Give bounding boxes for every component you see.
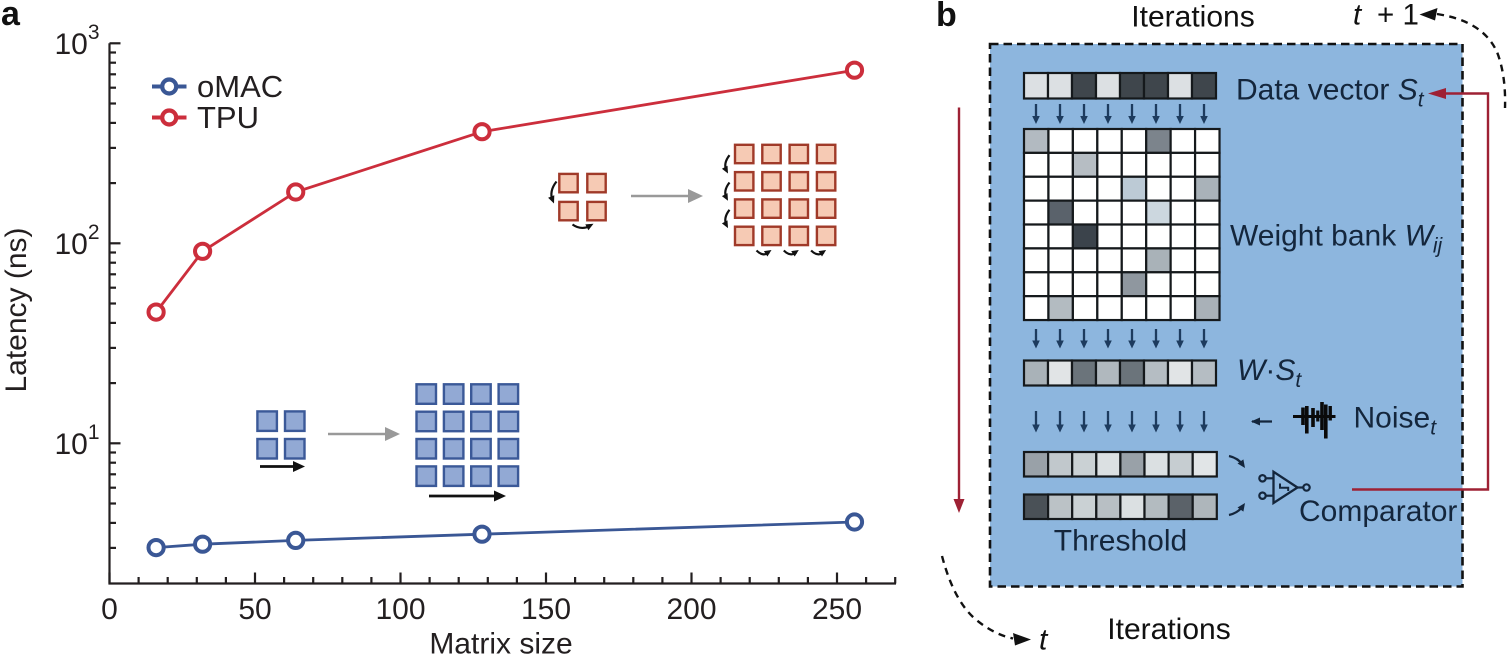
- svg-text:Comparator: Comparator: [1299, 495, 1457, 528]
- svg-text:a: a: [1, 0, 21, 33]
- svg-text:102: 102: [54, 221, 99, 261]
- svg-text:W·St: W·St: [1237, 354, 1302, 392]
- svg-text:oMAC: oMAC: [197, 69, 283, 104]
- svg-text:Weight bank Wij: Weight bank Wij: [1230, 220, 1444, 258]
- svg-text:t: t: [1039, 624, 1049, 657]
- svg-text:Iterations: Iterations: [1131, 0, 1254, 33]
- svg-text:Data vector St: Data vector St: [1236, 74, 1425, 112]
- svg-text:t+1: t +1: [1353, 0, 1419, 32]
- svg-text:Threshold: Threshold: [1054, 525, 1187, 558]
- svg-text:0: 0: [101, 593, 118, 626]
- svg-text:150: 150: [521, 593, 571, 626]
- svg-text:TPU: TPU: [197, 100, 259, 135]
- svg-text:Noiset: Noiset: [1354, 402, 1438, 440]
- svg-text:50: 50: [238, 593, 271, 626]
- svg-text:101: 101: [54, 421, 99, 461]
- svg-text:100: 100: [375, 593, 425, 626]
- svg-text:103: 103: [54, 21, 99, 61]
- svg-text:b: b: [936, 0, 957, 34]
- svg-text:Iterations: Iterations: [1107, 613, 1230, 646]
- svg-text:250: 250: [812, 593, 862, 626]
- svg-text:Latency (ns): Latency (ns): [0, 227, 33, 392]
- svg-text:Matrix size: Matrix size: [429, 628, 572, 657]
- svg-text:200: 200: [666, 593, 716, 626]
